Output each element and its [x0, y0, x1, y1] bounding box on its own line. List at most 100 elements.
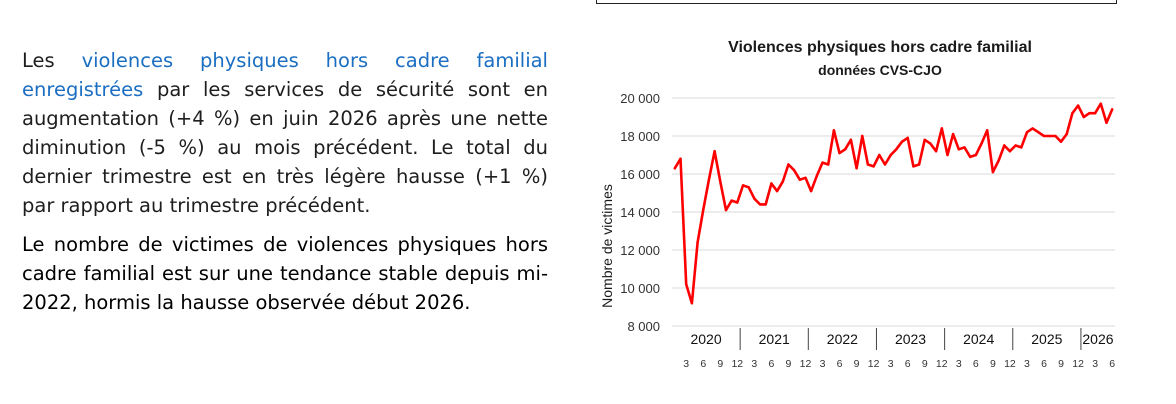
data-point — [1071, 112, 1074, 115]
data-point — [724, 208, 728, 212]
month-tick-label: 9 — [717, 358, 723, 370]
month-tick-label: 6 — [973, 358, 979, 370]
y-axis-label: Nombre de victimes — [599, 184, 615, 308]
month-tick-label: 3 — [751, 358, 757, 370]
data-point — [844, 148, 847, 151]
data-point — [917, 163, 921, 166]
data-point — [1048, 134, 1051, 138]
data-point — [1008, 150, 1012, 153]
year-label: 2026 — [1082, 331, 1113, 347]
data-point — [747, 186, 750, 189]
data-point — [997, 159, 1000, 162]
data-point — [713, 150, 716, 153]
month-tick-label: 6 — [837, 358, 843, 370]
chart-title: Violences physiques hors cadre familial — [728, 39, 1032, 56]
data-point — [696, 241, 699, 244]
y-tick-label: 10 000 — [620, 281, 660, 296]
data-point — [838, 151, 841, 155]
month-tick-label: 12 — [936, 358, 948, 370]
data-point — [787, 163, 790, 166]
data-point — [872, 165, 875, 168]
data-point — [906, 136, 909, 140]
month-tick-label: 9 — [1058, 358, 1064, 370]
paragraph-1-highlight: violences physiques hors cadre familial … — [22, 49, 548, 101]
year-label: 2021 — [759, 331, 790, 347]
month-tick-label: 12 — [868, 358, 880, 370]
data-point — [821, 161, 824, 164]
data-point — [889, 153, 892, 157]
data-point — [679, 157, 682, 160]
data-point — [1042, 134, 1046, 138]
data-point — [792, 169, 796, 172]
month-tick-label: 6 — [700, 358, 706, 370]
data-point — [1025, 131, 1029, 134]
data-point — [929, 142, 932, 145]
data-point — [753, 197, 756, 200]
data-point — [866, 163, 870, 166]
data-point — [1014, 144, 1017, 147]
year-label: 2022 — [827, 331, 858, 347]
month-tick-label: 3 — [1092, 358, 1098, 370]
data-point — [781, 180, 784, 183]
data-point — [968, 155, 972, 159]
month-tick-label: 3 — [683, 358, 689, 370]
data-point — [809, 189, 813, 193]
month-tick-label: 6 — [768, 358, 774, 370]
chart-subtitle: données CVS-CJO — [818, 62, 942, 78]
month-tick-label: 3 — [956, 358, 962, 370]
data-point — [1065, 132, 1068, 136]
data-point — [719, 180, 722, 183]
paragraph-1-suffix: par les services de sécurité sont en aug… — [22, 78, 548, 217]
data-point — [690, 302, 694, 305]
month-tick-label: 3 — [1024, 358, 1030, 370]
data-point — [934, 150, 938, 153]
month-tick-label: 3 — [888, 358, 894, 370]
data-point — [702, 208, 705, 212]
month-tick-label: 12 — [1004, 358, 1016, 370]
year-label: 2024 — [963, 331, 994, 347]
data-point — [758, 203, 762, 206]
y-tick-label: 14 000 — [620, 205, 660, 220]
data-point — [815, 174, 819, 178]
month-tick-label: 9 — [854, 358, 860, 370]
data-point — [1082, 115, 1085, 119]
month-tick-label: 6 — [905, 358, 911, 370]
data-point — [707, 178, 711, 181]
grid-layer — [672, 97, 1115, 327]
data-point — [741, 184, 745, 187]
data-point — [798, 178, 801, 181]
data-point — [1003, 144, 1006, 147]
data-point — [1093, 112, 1097, 115]
data-point — [775, 189, 779, 193]
month-tick-label: 12 — [800, 358, 812, 370]
data-point — [883, 163, 887, 166]
y-tick-labels: 8 000 10 000 12 000 14 000 16 000 18 000 20 00… — [620, 91, 660, 334]
data-point — [1059, 140, 1063, 143]
year-label: 2025 — [1031, 331, 1062, 347]
data-point — [900, 140, 904, 143]
data-point — [861, 134, 864, 138]
paragraph-1: Les violences physiques hors cadre famil… — [22, 46, 548, 220]
y-tick-label: 8 000 — [627, 319, 660, 334]
data-point — [832, 129, 836, 132]
data-point — [991, 170, 995, 174]
month-tick-label: 6 — [1041, 358, 1047, 370]
data-point — [923, 138, 926, 141]
month-tick-label: 9 — [922, 358, 928, 370]
data-point — [1110, 108, 1114, 111]
data-point — [1031, 127, 1034, 130]
previous-chart-frame — [596, 0, 1117, 4]
data-point — [974, 153, 978, 157]
data-point — [826, 163, 830, 166]
data-point — [736, 201, 739, 204]
data-point — [895, 148, 898, 151]
year-label: 2020 — [690, 331, 721, 347]
data-point — [1088, 112, 1091, 115]
data-point — [940, 127, 943, 130]
data-point — [855, 167, 858, 170]
data-point — [673, 167, 677, 170]
y-tick-label: 16 000 — [620, 167, 660, 182]
data-point — [1037, 131, 1040, 134]
data-point — [951, 132, 955, 136]
